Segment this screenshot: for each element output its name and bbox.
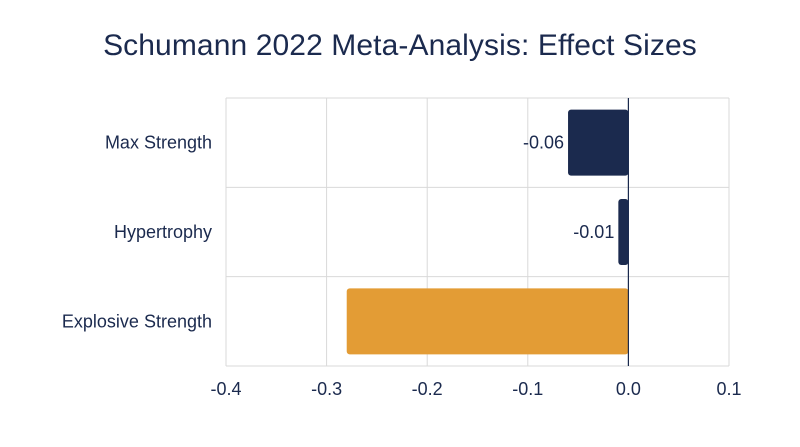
bar-max-strength: [568, 109, 629, 176]
bar-explosive-strength: [346, 288, 629, 355]
x-tick-label: -0.2: [412, 379, 443, 399]
x-tick-label: -0.4: [210, 379, 241, 399]
x-tick-label: -0.3: [311, 379, 342, 399]
chart-title: Schumann 2022 Meta-Analysis: Effect Size…: [103, 29, 697, 62]
x-tick-label: 0.0: [616, 379, 641, 399]
category-label: Hypertrophy: [114, 222, 212, 242]
data-label: -0.06: [523, 133, 564, 153]
bar-hypertrophy: [618, 199, 629, 265]
category-label: Explosive Strength: [62, 311, 212, 331]
bar-layer: [346, 109, 629, 355]
grid-layer: [225, 97, 730, 367]
axis-layer: -0.4 -0.3 -0.2 -0.1 0.0 0.1: [210, 98, 742, 399]
label-layer: Max Strength Hypertrophy Explosive Strengt…: [62, 133, 614, 332]
x-tick-label: -0.1: [512, 379, 543, 399]
category-label: Max Strength: [105, 133, 212, 153]
x-tick-label: 0.1: [716, 379, 741, 399]
data-label: -0.01: [573, 222, 614, 242]
